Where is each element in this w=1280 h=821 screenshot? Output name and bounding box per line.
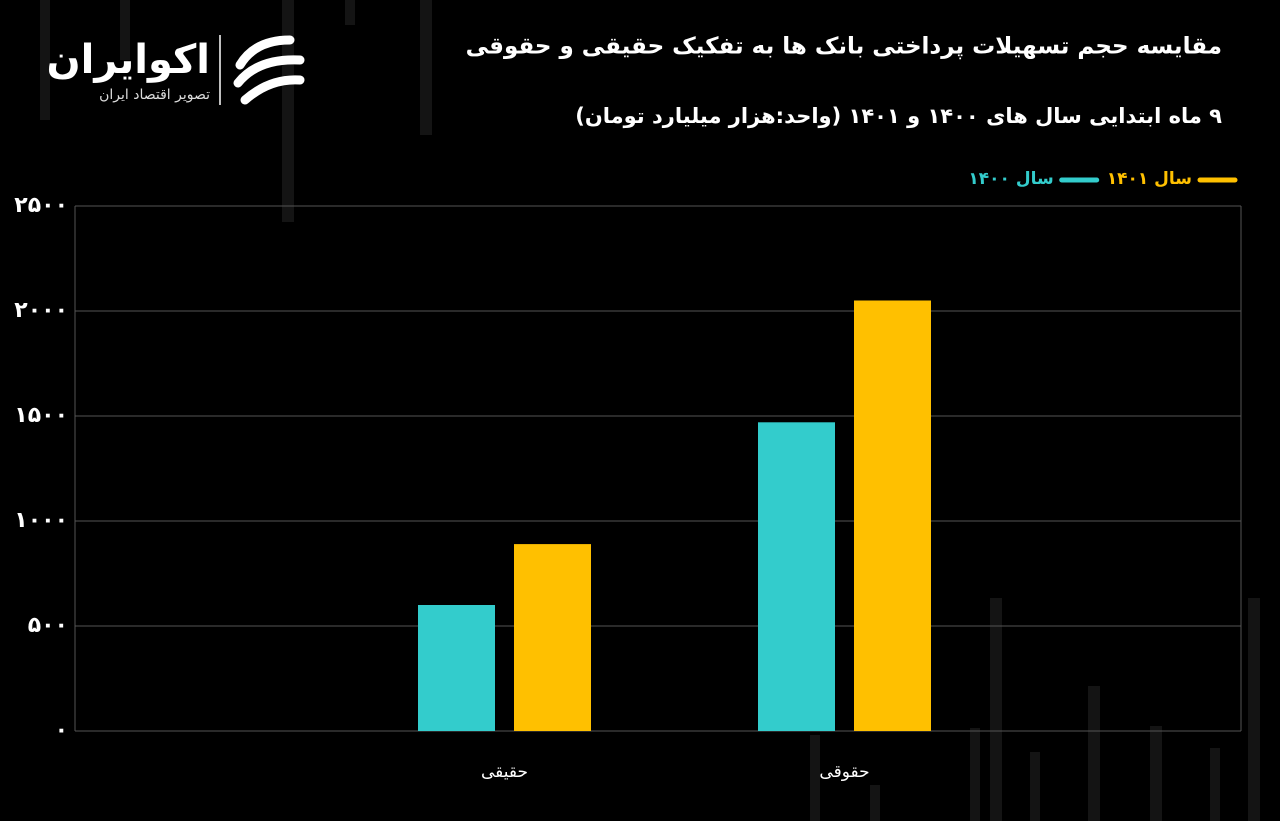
- y-tick-label: ۱۰۰۰: [14, 508, 68, 533]
- y-tick-label: ۰: [55, 718, 68, 743]
- logo: اکوایران تصویر اقتصاد ایران: [46, 35, 305, 105]
- y-tick-label: ۲۵۰۰: [14, 193, 68, 218]
- y-tick-label: ۲۰۰۰: [14, 298, 68, 323]
- logo-tagline: تصویر اقتصاد ایران: [99, 87, 210, 103]
- y-tick-label: ۵۰۰: [28, 613, 68, 638]
- logo-name: اکوایران: [46, 37, 210, 83]
- background-decoration: [40, 0, 1260, 821]
- bar: [854, 300, 931, 731]
- bar: [418, 605, 495, 731]
- legend-label: سال ۱۴۰۰: [968, 169, 1053, 189]
- legend-label: سال ۱۴۰۱: [1107, 169, 1192, 189]
- x-tick-label: حقوقی: [819, 762, 869, 782]
- bar: [514, 544, 591, 731]
- chart-title: مقایسه حجم تسهیلات پرداختی بانک ها به تف…: [466, 34, 1222, 60]
- bar: [758, 422, 835, 731]
- y-tick-label: ۱۵۰۰: [14, 403, 68, 428]
- chart-subtitle: ۹ ماه ابتدایی سال های ۱۴۰۰ و ۱۴۰۱ (واحد:…: [575, 104, 1222, 128]
- x-tick-label: حقیقی: [481, 762, 528, 782]
